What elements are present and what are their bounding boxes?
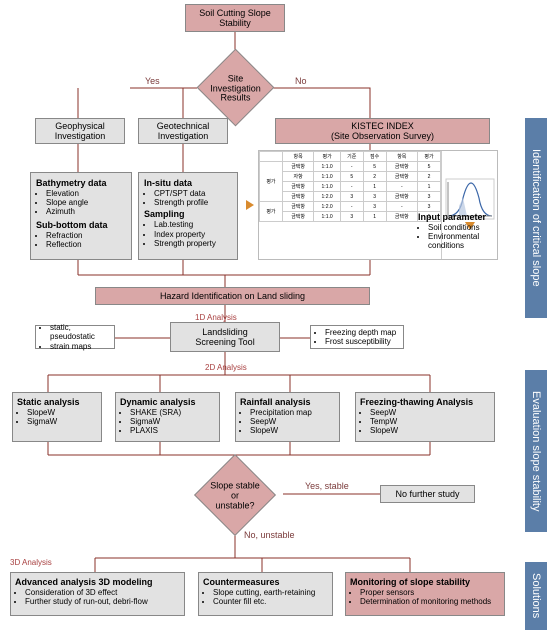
list-item: Soil conditions <box>428 223 500 232</box>
node-soil-cutting: Soil Cutting Slope Stability <box>185 4 285 32</box>
sidebar-evaluation: Evaluation slope stability <box>525 370 547 532</box>
list-item: CPT/SPT data <box>154 189 216 198</box>
list-item: SigmaW <box>27 417 80 426</box>
sidebar-identification: Identification of critical slope <box>525 118 547 318</box>
list-item: SlopeW <box>370 426 473 435</box>
label-yes-2: Yes, stable <box>305 481 349 491</box>
node-counter: CountermeasuresSlope cutting, earth-reta… <box>198 572 333 616</box>
box-1d-left: static, pseudostaticstrain maps <box>35 325 115 349</box>
box-insitu: In-situ data CPT/SPT dataStrength profil… <box>138 172 238 260</box>
list-item: strain maps <box>50 342 110 351</box>
list-item: Strength profile <box>154 198 216 207</box>
list-item: SeepW <box>370 408 473 417</box>
subbottom-list: RefractionReflection <box>46 231 108 249</box>
list-item: PLAXIS <box>130 426 196 435</box>
box-1d-right: Freezing depth mapFrost susceptibility <box>310 325 404 349</box>
label-no-2: No, unstable <box>244 530 295 540</box>
list-item: SeepW <box>250 417 312 426</box>
node-hazard: Hazard Identification on Land sliding <box>95 287 370 305</box>
list-item: Precipitation map <box>250 408 312 417</box>
arrow-to-kistec <box>246 200 254 210</box>
list-item: SlopeW <box>27 408 80 417</box>
list-item: Lab.testing <box>154 220 216 229</box>
kistec-table: 항목평가기준점수항목평가 평가금택항1:1.0-5금택항5 자항1:1.052금… <box>259 151 442 259</box>
node-dynamic: Dynamic analysisSHAKE (SRA)SigmaWPLAXIS <box>115 392 220 442</box>
list-item: SlopeW <box>250 426 312 435</box>
list-item: SigmaW <box>130 417 196 426</box>
list-item: Environmental conditions <box>428 232 500 250</box>
list-item: Elevation <box>46 189 108 198</box>
node-advanced: Advanced analysis 3D modelingConsiderati… <box>10 572 185 616</box>
list-item: Counter fill etc. <box>213 597 315 606</box>
node-rainfall: Rainfall analysisPrecipitation mapSeepWS… <box>235 392 340 442</box>
list-item: Refraction <box>46 231 108 240</box>
decision-slope-stable: Slope stable or unstable? <box>194 454 276 536</box>
connector-lines <box>0 0 547 639</box>
list-item: Reflection <box>46 240 108 249</box>
node-kistec: KISTEC INDEX (Site Observation Survey) <box>275 118 490 144</box>
node-static: Static analysisSlopeWSigmaW <box>12 392 102 442</box>
list-item: Azimuth <box>46 207 108 216</box>
list-item: Slope cutting, earth-retaining <box>213 588 315 597</box>
bathymetry-list: ElevationSlope angleAzimuth <box>46 189 108 217</box>
node-no-further: No further study <box>380 485 475 503</box>
node-geophysical: Geophysical Investigation <box>35 118 125 144</box>
list-item: Freezing depth map <box>325 328 396 337</box>
list-item: TempW <box>370 417 473 426</box>
list-item: Index property <box>154 230 216 239</box>
list-item: SHAKE (SRA) <box>130 408 196 417</box>
list-item: static, pseudostatic <box>50 323 110 341</box>
list-item: Determination of monitoring methods <box>360 597 491 606</box>
label-1d: 1D Analysis <box>195 313 237 322</box>
list-item: Further study of run-out, debri-flow <box>25 597 153 606</box>
list-item: Frost susceptibility <box>325 337 396 346</box>
node-screening: Landsliding Screening Tool <box>170 322 280 352</box>
sidebar-solutions: Solutions <box>525 562 547 630</box>
label-yes-1: Yes <box>145 76 160 86</box>
decision-site-investigation: Site Investigation Results <box>197 49 275 127</box>
label-no-1: No <box>295 76 307 86</box>
node-monitor: Monitoring of slope stabilityProper sens… <box>345 572 505 616</box>
list-item: Consideration of 3D effect <box>25 588 153 597</box>
label-2d: 2D Analysis <box>205 363 247 372</box>
box-bathymetry: Bathymetry data ElevationSlope angleAzim… <box>30 172 132 260</box>
box-input-param: Input parameter Soil conditionsEnvironme… <box>418 212 500 251</box>
list-item: Proper sensors <box>360 588 491 597</box>
list-item: Slope angle <box>46 198 108 207</box>
node-freeze: Freezing-thawing AnalysisSeepWTempWSlope… <box>355 392 495 442</box>
label-3d: 3D Analysis <box>10 558 52 567</box>
node-geotechnical: Geotechnical Investigation <box>138 118 228 144</box>
list-item: Strength property <box>154 239 216 248</box>
